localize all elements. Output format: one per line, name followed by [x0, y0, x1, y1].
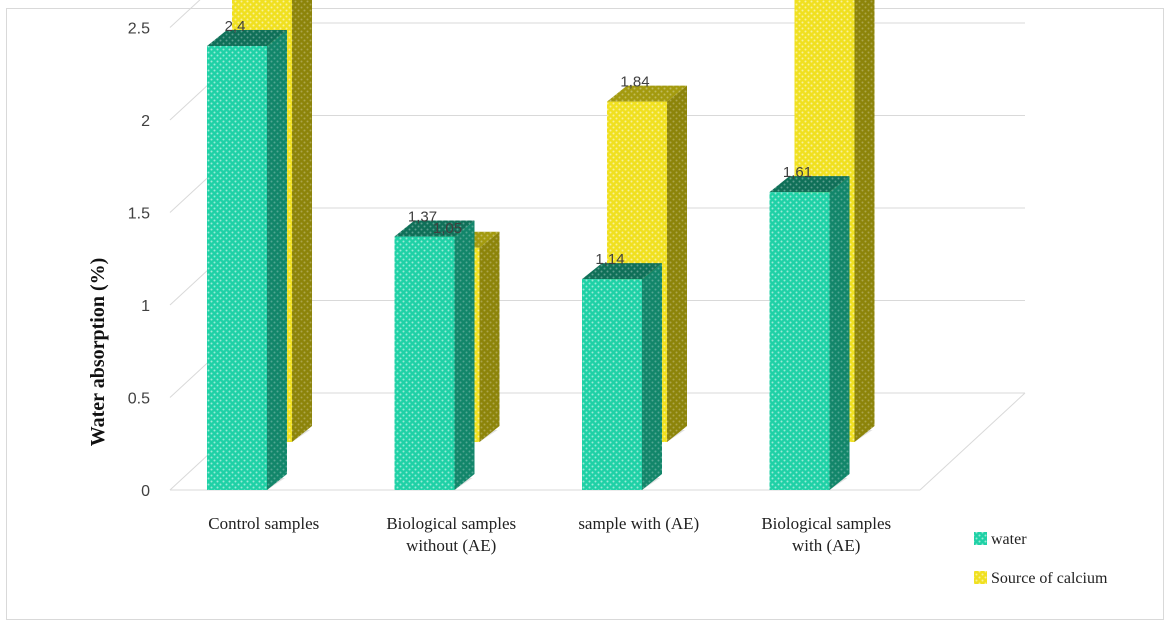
data-labels: 2,821,051,842,52,41,371,141,61 — [225, 18, 813, 268]
data-label-source-of-calcium-2: 1,05 — [433, 220, 462, 237]
data-label-source-of-calcium-3: 1,84 — [620, 74, 649, 91]
legend-item-source-of-calcium: Source of calcium — [974, 570, 1108, 587]
gridline-side — [169, 0, 201, 28]
data-label-water-4: 1,61 — [783, 164, 812, 181]
legend-label-source-of-calcium: Source of calcium — [991, 570, 1108, 587]
bar-water-2 — [394, 220, 475, 491]
y-tick-label: 2 — [141, 113, 150, 130]
y-tick-label: 0 — [141, 483, 150, 500]
bar-water-1 — [207, 30, 287, 490]
y-axis-title: Water absorption (%) — [87, 258, 109, 447]
y-tick-label: 1.5 — [128, 206, 150, 223]
data-label-water-1: 2,4 — [225, 18, 246, 35]
bar-water-3 — [582, 263, 662, 490]
x-category-label: Biological samples without (AE) — [386, 514, 516, 555]
bar-water-4 — [769, 176, 850, 490]
x-category-label: Biological samples with (AE) — [761, 514, 891, 555]
y-tick-label: 0.5 — [128, 391, 150, 408]
data-label-water-3: 1,14 — [595, 251, 624, 268]
legend-item-water: water — [974, 531, 1027, 548]
data-label-water-2: 1,37 — [408, 209, 437, 226]
y-tick-label: 2.5 — [128, 21, 150, 38]
legend: water Source of calcium — [974, 531, 1108, 587]
y-axis-ticks: 00.511.522.53 — [128, 21, 150, 501]
bars — [207, 0, 875, 491]
y-tick-label: 1 — [141, 298, 150, 315]
floor-right-edge — [919, 392, 1026, 491]
x-axis-categories: Control samples Biological samples without… — [208, 514, 891, 555]
legend-label-water: water — [991, 531, 1027, 548]
x-category-label: sample with (AE) — [578, 514, 699, 533]
x-category-label: Control samples — [208, 514, 319, 533]
